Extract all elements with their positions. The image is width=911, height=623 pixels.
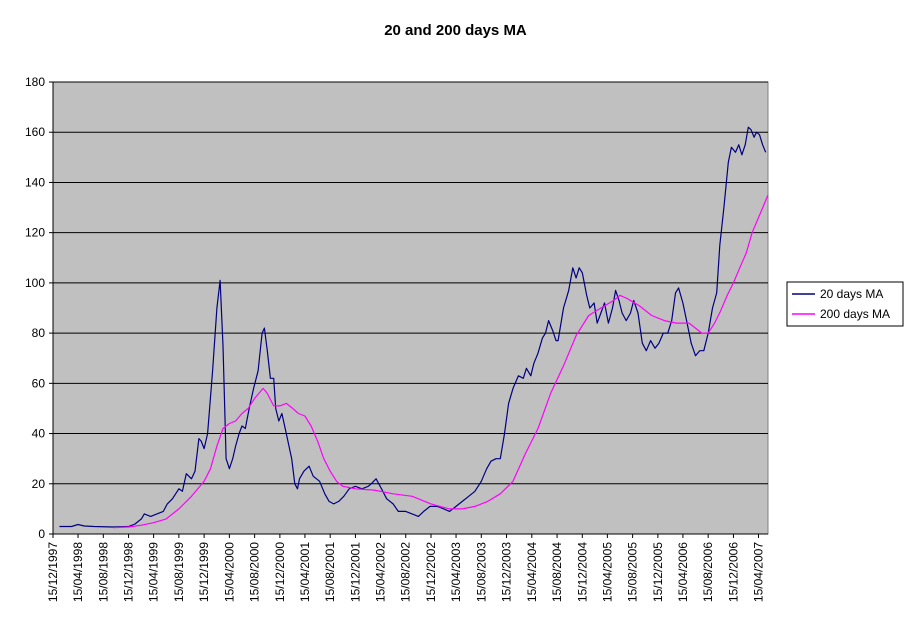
x-tick-label: 15/04/2007 — [751, 542, 765, 602]
x-tick-label: 15/08/1998 — [96, 542, 110, 602]
x-tick-label: 15/12/1997 — [46, 542, 60, 602]
y-tick-label: 120 — [25, 226, 45, 240]
x-tick-label: 15/12/2006 — [726, 542, 740, 602]
x-tick-label: 15/12/2001 — [348, 542, 362, 602]
x-tick-label: 15/08/2004 — [550, 542, 564, 602]
x-tick-label: 15/04/2002 — [373, 542, 387, 602]
chart-title: 20 and 200 days MA — [384, 22, 527, 39]
x-tick-label: 15/04/2001 — [298, 542, 312, 602]
x-tick-label: 15/08/2005 — [626, 542, 640, 602]
x-tick-label: 15/08/2002 — [399, 542, 413, 602]
y-tick-label: 160 — [25, 125, 45, 139]
series-line-ma20 — [59, 126, 767, 528]
x-tick-label: 15/12/1999 — [197, 542, 211, 602]
plot-area — [52, 81, 769, 535]
x-tick-label: 15/12/1998 — [122, 542, 136, 602]
x-tick-label: 15/04/2006 — [676, 542, 690, 602]
x-tick-label: 15/04/2004 — [525, 542, 539, 602]
y-tick-label: 80 — [32, 326, 46, 340]
x-tick-label: 15/08/2006 — [701, 542, 715, 602]
legend — [786, 281, 904, 327]
x-tick-label: 15/04/1999 — [147, 542, 161, 602]
y-tick-label: 20 — [32, 477, 46, 491]
x-tick-label: 15/12/2003 — [500, 542, 514, 602]
x-tick-label: 15/12/2000 — [273, 542, 287, 602]
x-tick-label: 15/04/1998 — [71, 542, 85, 602]
x-tick-label: 15/08/2001 — [323, 542, 337, 602]
series-line-ma200 — [112, 194, 769, 529]
x-tick-label: 15/12/2005 — [651, 542, 665, 602]
x-tick-label: 15/04/2005 — [600, 542, 614, 602]
x-tick-label: 15/08/1999 — [172, 542, 186, 602]
y-tick-label: 60 — [32, 376, 46, 390]
x-tick-label: 15/04/2003 — [449, 542, 463, 602]
y-tick-label: 140 — [25, 175, 45, 189]
x-tick-label: 15/04/2000 — [222, 542, 236, 602]
legend-label: 20 days MA — [820, 287, 883, 301]
y-tick-label: 0 — [38, 527, 45, 541]
x-tick-label: 15/12/2002 — [424, 542, 438, 602]
x-tick-label: 15/12/2004 — [575, 542, 589, 602]
x-tick-label: 15/08/2003 — [474, 542, 488, 602]
y-tick-label: 40 — [32, 427, 46, 441]
y-tick-label: 100 — [25, 276, 45, 290]
y-tick-label: 180 — [25, 75, 45, 89]
legend-label: 200 days MA — [820, 307, 890, 321]
x-tick-label: 15/08/2000 — [248, 542, 262, 602]
